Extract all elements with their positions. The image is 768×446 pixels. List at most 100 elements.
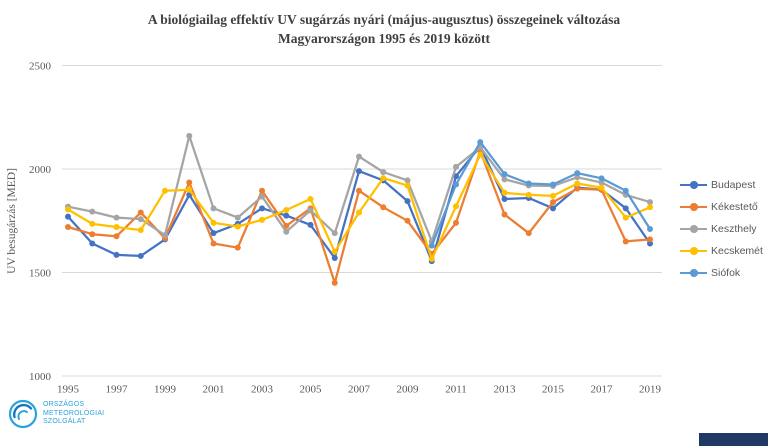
series-point-Siófok-2014: [525, 180, 532, 187]
legend-item-Kecskemét: Kecskemét: [680, 240, 763, 262]
series-point-Siófok-2012: [477, 139, 484, 146]
chart-title-line1: A biológiailag effektív UV sugárzás nyár…: [147, 12, 621, 27]
series-point-Kékestető-2011: [453, 219, 459, 226]
series-point-Siófok-2013: [501, 171, 508, 178]
chart-title-line2: Magyarországon 1995 és 2019 között: [278, 31, 490, 46]
series-point-Kecskemét-1996: [89, 220, 96, 227]
series-point-Kecskemét-2012: [477, 151, 484, 158]
series-point-Keszthely-2008: [380, 169, 387, 176]
series-point-Budapest-2019: [647, 240, 653, 247]
series-line-Siófok: [430, 140, 652, 247]
chart-title: A biológiailag effektív UV sugárzás nyár…: [0, 10, 768, 48]
series-point-Kecskemét-2000: [186, 186, 193, 193]
footer-accent-bar: [699, 433, 768, 446]
y-axis-title: UV besugárzás [MED]: [6, 168, 18, 274]
legend-line-sample: [680, 247, 707, 255]
series-point-Budapest-1997: [113, 251, 120, 258]
x-tick-2011: 2011: [445, 384, 467, 396]
series-point-Kékestető-1997: [113, 233, 120, 240]
series-point-Kecskemét-1998: [137, 227, 144, 234]
series-point-Keszthely-1999: [162, 232, 168, 239]
series-point-Kecskemét-2007: [356, 209, 362, 216]
series-point-Keszthely-2016: [574, 174, 581, 181]
legend-label: Siófok: [711, 267, 741, 279]
series-point-Kékestető-2016: [574, 185, 581, 192]
series-point-Kecskemét-2015: [550, 192, 556, 199]
x-tick-1999: 1999: [154, 384, 177, 396]
x-tick-2007: 2007: [348, 384, 371, 396]
series-point-Kecskemét-2017: [598, 184, 605, 191]
series-point-Kecskemét-2018: [622, 214, 629, 221]
legend-item-Keszthely: Keszthely: [680, 218, 763, 240]
legend-line-sample: [680, 203, 707, 211]
legend-label: Keszthely: [711, 223, 757, 235]
series-point-Kékestető-2006: [331, 279, 338, 286]
series-point-Budapest-2006: [331, 255, 338, 262]
omsz-logo-text-line2: METEOROLÓGIAI: [43, 409, 105, 417]
series-point-Kékestető-2019: [647, 236, 653, 243]
x-tick-2015: 2015: [542, 384, 565, 396]
series-point-Keszthely-2007: [356, 153, 362, 160]
series-point-Kecskemét-2006: [331, 248, 338, 255]
series-point-Kecskemét-2009: [404, 182, 411, 189]
legend-item-Siófok: Siófok: [680, 262, 763, 284]
series-point-Kecskemét-1997: [113, 223, 120, 230]
x-tick-2009: 2009: [397, 384, 420, 396]
series-point-Budapest-2013: [501, 196, 508, 203]
series-point-Keszthely-2011: [453, 163, 459, 170]
series-point-Keszthely-1998: [137, 216, 144, 223]
series-point-Keszthely-1997: [113, 214, 120, 221]
series-point-Siófok-2019: [647, 226, 653, 233]
series-point-Budapest-2018: [622, 205, 629, 212]
series-point-Keszthely-1996: [89, 208, 96, 215]
series-point-Keszthely-2001: [210, 205, 217, 212]
legend-marker-dot: [690, 203, 698, 211]
series-point-Siófok-2010: [428, 242, 435, 249]
series-point-Kecskemét-2014: [525, 191, 532, 198]
series-point-Kékestető-2002: [234, 244, 241, 251]
series-point-Budapest-2007: [356, 168, 362, 175]
series-point-Keszthely-2009: [404, 177, 411, 184]
series-point-Keszthely-2000: [186, 132, 193, 139]
series-point-Kecskemét-2001: [210, 219, 217, 226]
series-point-Keszthely-2003: [259, 193, 265, 200]
series-point-Keszthely-2006: [331, 230, 338, 237]
omsz-logo-text: ORSZÁGOS METEOROLÓGIAI SZOLGÁLAT: [43, 401, 104, 427]
series-point-Kékestető-2004: [283, 222, 290, 229]
series-point-Budapest-2005: [307, 221, 314, 228]
series-point-Kecskemét-2011: [453, 203, 459, 210]
series-point-Kékestető-2003: [259, 187, 265, 194]
series-point-Keszthely-2002: [234, 214, 241, 221]
series-point-Kecskemét-2016: [574, 180, 581, 187]
x-tick-1997: 1997: [106, 384, 129, 396]
legend-label: Budapest: [711, 179, 756, 191]
legend-item-Kékestető: Kékestető: [680, 196, 763, 218]
series-point-Kecskemét-2008: [380, 175, 387, 182]
series-point-Siófok-2015: [550, 181, 556, 188]
series-point-Budapest-2015: [550, 205, 556, 212]
series-point-Kékestető-2018: [622, 238, 629, 245]
series-point-Kecskemét-2013: [501, 189, 508, 196]
legend-line-sample: [680, 269, 707, 277]
series-point-Keszthely-2019: [647, 199, 653, 206]
series-point-Keszthely-2017: [598, 179, 605, 186]
x-tick-2005: 2005: [300, 384, 323, 396]
series-point-Keszthely-2013: [501, 176, 508, 183]
legend-line-sample: [680, 225, 707, 233]
omsz-logo-text-line3: SZOLGÁLAT: [43, 418, 86, 426]
omsz-logo: ORSZÁGOS METEOROLÓGIAI SZOLGÁLAT: [8, 399, 104, 429]
series-point-Kecskemét-2004: [283, 206, 290, 213]
legend-marker-dot: [690, 269, 698, 277]
series-point-Kékestető-2000: [186, 179, 193, 186]
chart-legend: Budapest Kékestető Keszthely Kecskemét Siófo…: [680, 174, 763, 284]
y-tick-1000: 1000: [29, 371, 52, 383]
legend-marker-dot: [690, 181, 698, 189]
legend-line-sample: [680, 181, 707, 189]
legend-label: Kecskemét: [711, 245, 763, 257]
series-point-Siófok-2016: [574, 170, 581, 177]
legend-marker-dot: [690, 225, 698, 233]
series-point-Kecskemét-2002: [234, 223, 241, 230]
omsz-logo-text-line1: ORSZÁGOS: [43, 401, 85, 409]
